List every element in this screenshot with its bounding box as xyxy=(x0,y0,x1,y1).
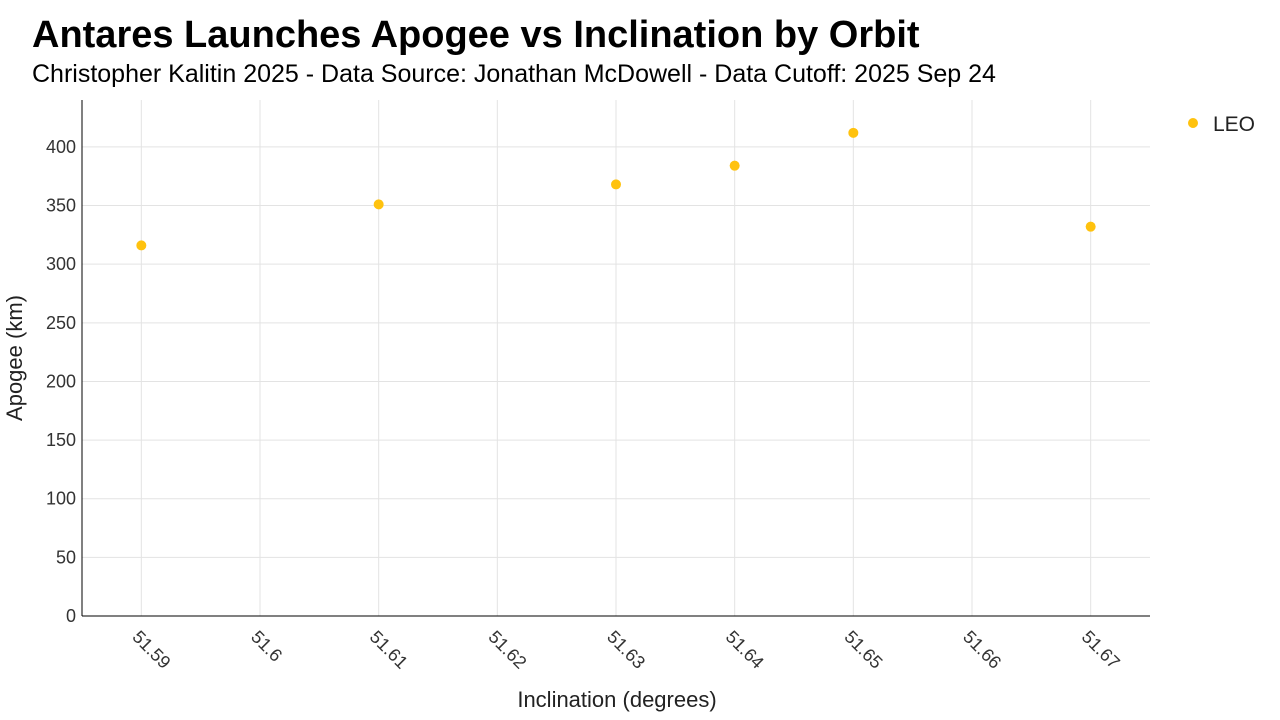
y-tick-label: 200 xyxy=(46,371,76,391)
y-tick-label: 150 xyxy=(46,430,76,450)
x-tick-label: 51.64 xyxy=(722,627,768,673)
x-tick-label: 51.67 xyxy=(1078,627,1124,673)
x-tick-label: 51.65 xyxy=(841,627,887,673)
chart-title: Antares Launches Apogee vs Inclination b… xyxy=(32,14,920,56)
legend-label: LEO xyxy=(1213,113,1255,136)
data-point[interactable] xyxy=(136,240,147,251)
x-tick-labels: 51.59 51.6 51.61 51.62 51.63 51.64 51.65 51.66 5… xyxy=(129,627,1124,673)
x-axis-title: Inclination (degrees) xyxy=(517,687,716,712)
axes xyxy=(81,100,1150,617)
legend-marker xyxy=(1188,118,1198,128)
data-point[interactable] xyxy=(373,199,384,210)
x-tick-label: 51.61 xyxy=(366,627,412,673)
data-point[interactable] xyxy=(848,127,859,138)
data-points xyxy=(136,127,1096,251)
grid-lines xyxy=(82,100,1150,616)
data-point[interactable] xyxy=(611,179,621,190)
data-point[interactable] xyxy=(1085,221,1096,232)
y-axis-title: Apogee (km) xyxy=(2,295,27,421)
y-tick-label: 100 xyxy=(46,489,76,509)
x-tick-label: 51.59 xyxy=(129,627,175,673)
y-tick-label: 400 xyxy=(46,137,76,157)
y-tick-label: 0 xyxy=(66,606,76,626)
chart-subtitle: Christopher Kalitin 2025 - Data Source: … xyxy=(32,60,996,88)
y-tick-label: 350 xyxy=(46,196,76,216)
y-tick-label: 50 xyxy=(56,547,76,567)
x-tick-label: 51.6 xyxy=(247,627,286,666)
y-tick-label: 250 xyxy=(46,313,76,333)
legend[interactable]: LEO xyxy=(1188,113,1255,136)
data-point[interactable] xyxy=(729,160,740,171)
y-tick-label: 300 xyxy=(46,254,76,274)
y-tick-labels: 0 50 100 150 200 250 300 350 400 xyxy=(46,137,76,626)
x-tick-label: 51.62 xyxy=(485,627,531,673)
x-tick-label: 51.66 xyxy=(959,627,1005,673)
x-tick-label: 51.63 xyxy=(603,627,649,673)
